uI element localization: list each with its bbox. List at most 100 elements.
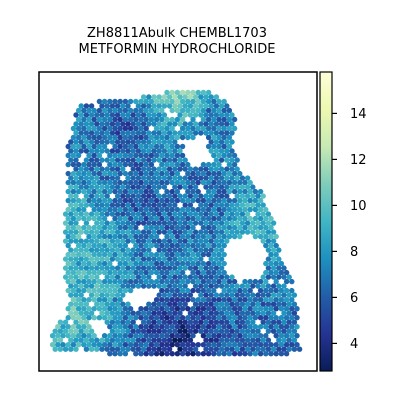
expression-spot [146,247,152,253]
expression-spot [195,297,201,303]
expression-spot [218,157,225,163]
expression-spot [153,306,160,312]
expression-spot [179,89,186,96]
expression-spot [257,287,264,294]
expression-spot [151,202,157,208]
expression-spot [135,346,142,352]
expression-spot [198,103,204,109]
expression-spot [122,242,129,249]
expression-spot [221,224,227,231]
expression-spot [169,98,175,105]
expression-spot [86,278,92,285]
expression-spot [146,211,152,217]
expression-spot [273,251,279,258]
expression-spot [148,233,155,240]
expression-spot [127,179,134,186]
expression-spot [125,319,131,325]
expression-spot [133,143,139,150]
expression-spot [101,278,108,285]
expression-spot [159,315,165,321]
expression-spot [135,229,142,235]
expression-spot [164,287,170,294]
expression-spot [289,287,295,294]
expression-spot [114,229,121,235]
expression-spot [156,220,162,226]
expression-spot [107,324,113,330]
expression-spot [268,242,274,249]
expression-spot [244,319,251,325]
expression-spot [62,346,69,352]
expression-spot [200,89,207,96]
expression-spot [179,98,186,105]
expression-spot [153,278,160,285]
expression-spot [174,161,181,168]
expression-spot [247,324,253,330]
expression-spot [140,211,147,217]
expression-spot [283,315,290,321]
expression-spot [120,211,126,217]
expression-spot [213,337,220,343]
expression-spot [192,256,199,262]
expression-spot [263,333,269,339]
expression-spot [216,297,222,303]
expression-spot [78,238,84,244]
expression-spot [263,233,269,240]
expression-spot [86,224,92,231]
expression-spot [250,328,256,334]
expression-spot [153,125,160,132]
expression-spot [70,152,77,159]
expression-spot [55,342,61,348]
expression-spot [120,238,126,244]
expression-spot [291,346,298,352]
expression-spot [75,315,82,321]
expression-spot [190,107,196,114]
expression-spot [114,193,121,199]
expression-spot [88,256,95,262]
chart-title-line-2: METFORMIN HYDROCHLORIDE [79,42,276,57]
expression-spot [73,337,79,343]
expression-spot [104,310,110,316]
expression-spot [200,98,207,105]
expression-spot [114,292,121,298]
expression-spot [270,319,277,325]
expression-spot [159,170,165,177]
expression-spot [281,310,287,316]
expression-spot [221,269,227,276]
expression-spot [117,260,123,267]
expression-spot [125,337,131,343]
expression-spot [143,197,149,204]
expression-spot [174,215,181,222]
expression-spot [190,134,196,141]
expression-spot [198,319,204,325]
expression-spot [70,197,77,204]
expression-spot [81,215,87,222]
expression-spot [143,116,149,123]
expression-spot [265,337,272,343]
expression-spot [213,211,220,217]
expression-spot [78,175,84,181]
expression-spot [75,161,82,168]
expression-spot [70,161,77,168]
expression-spot [88,139,95,145]
expression-spot [226,125,233,132]
expression-spot [192,184,199,190]
expression-spot [117,333,123,339]
expression-spot [286,310,292,316]
expression-spot [127,116,134,123]
expression-spot [257,351,264,357]
expression-spot [213,319,220,325]
expression-spot [179,215,186,222]
expression-spot [78,319,84,325]
expression-spot [125,274,131,280]
expression-spot [252,224,259,231]
expression-spot [229,112,235,118]
expression-spot [208,202,214,208]
expression-spot [91,233,97,240]
expression-spot [151,310,157,316]
expression-spot [213,139,220,145]
expression-spot [213,301,220,307]
expression-spot [122,224,129,231]
expression-spot [107,251,113,258]
